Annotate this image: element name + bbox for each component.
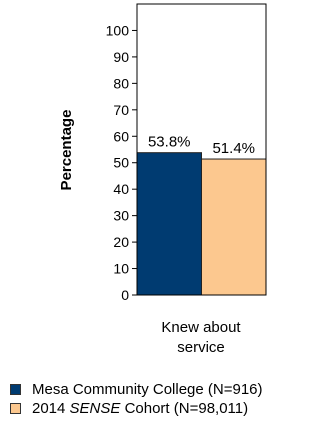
data-label-series-2: 51.4% [212, 140, 255, 157]
legend-item-mesa: Mesa Community College (N=916) [10, 380, 263, 399]
plot-frame-outline [136, 3, 267, 296]
y-tick-label-100: 100 [106, 22, 130, 38]
bar-series-1 [136, 152, 202, 296]
y-tick-label-20: 20 [113, 234, 129, 250]
legend-item-sense-cohort: 2014 SENSE Cohort (N=98,011) [10, 399, 263, 418]
bar-series-2 [201, 158, 267, 296]
legend-swatch-mesa [10, 384, 21, 395]
legend-label-mesa: Mesa Community College (N=916) [32, 381, 263, 398]
y-tick-label-60: 60 [113, 128, 129, 144]
category-label-line-1: Knew about [161, 319, 241, 336]
legend-label-sense-cohort: 2014 SENSE Cohort (N=98,011) [32, 400, 249, 417]
y-tick-label-0: 0 [121, 287, 129, 303]
plot-area: 0 10 20 30 40 50 60 70 80 90 100 53.8% 51.4% [106, 3, 267, 303]
legend-swatch-sense-cohort [10, 403, 21, 414]
y-tick-label-80: 80 [113, 75, 129, 91]
y-tick-label-40: 40 [113, 181, 129, 197]
legend: Mesa Community College (N=916) 2014 SENS… [10, 380, 263, 418]
y-tick-label-90: 90 [113, 49, 129, 65]
y-tick-label-30: 30 [113, 208, 129, 224]
y-tick-label-10: 10 [113, 261, 129, 277]
y-tick-label-70: 70 [113, 102, 129, 118]
category-label-line-2: service [177, 339, 225, 356]
y-axis-label: Percentage [58, 110, 75, 191]
data-label-series-1: 53.8% [148, 134, 191, 151]
y-tick-label-50: 50 [113, 155, 129, 171]
